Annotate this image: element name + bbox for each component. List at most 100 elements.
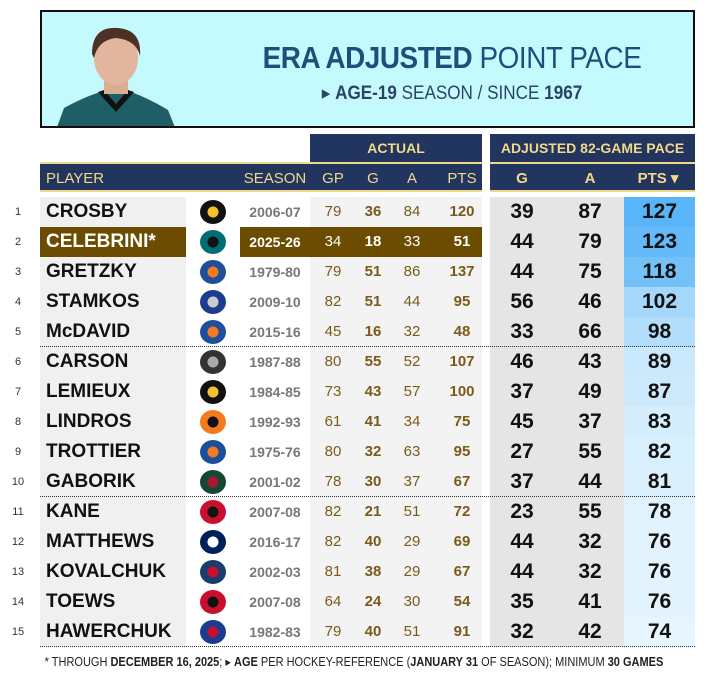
player-name[interactable]: McDAVID <box>40 317 186 347</box>
points: 95 <box>453 293 471 310</box>
adjusted-stats-cell <box>490 437 624 467</box>
actual-stats-cell <box>310 557 482 587</box>
player-name[interactable]: GABORIK <box>40 467 186 497</box>
player-name[interactable]: HAWERCHUK <box>40 617 186 647</box>
goals: 24 <box>364 593 382 610</box>
col-g[interactable]: G <box>367 170 379 187</box>
adjusted-stats-cell <box>490 197 624 227</box>
player-name[interactable]: CELEBRINI* <box>40 227 186 257</box>
rank: 7 <box>14 386 22 398</box>
gp: 34 <box>324 233 342 250</box>
adj-assists: 37 <box>578 410 602 433</box>
col-adj-a[interactable]: A <box>584 170 596 187</box>
gp: 79 <box>324 263 342 280</box>
team-logo-sharks-icon <box>186 227 240 257</box>
season: 1975-76 <box>249 444 301 460</box>
page-title: ERA ADJUSTED POINT PACE <box>262 40 642 75</box>
col-adj-pts-sorted[interactable]: PTS ▾ <box>637 170 679 187</box>
player-name[interactable]: KOVALCHUK <box>40 557 186 587</box>
col-pts[interactable]: PTS <box>447 170 477 187</box>
assists: 84 <box>403 203 421 220</box>
goals: 51 <box>364 263 382 280</box>
adjusted-stats-cell <box>490 557 624 587</box>
actual-stats-cell <box>310 377 482 407</box>
actual-stats-cell <box>310 497 482 527</box>
points: 120 <box>449 203 475 220</box>
col-season[interactable]: SEASON <box>243 170 307 187</box>
points: 75 <box>453 413 471 430</box>
adj-points: 89 <box>624 347 695 377</box>
col-adj-g[interactable]: G <box>516 170 528 187</box>
adj-points: 78 <box>624 497 695 527</box>
player-name[interactable]: LEMIEUX <box>40 377 186 407</box>
rank: 3 <box>14 266 22 278</box>
points: 67 <box>453 563 471 580</box>
player-name[interactable]: CARSON <box>40 347 186 377</box>
player-name[interactable]: LINDROS <box>40 407 186 437</box>
player-name[interactable]: STAMKOS <box>40 287 186 317</box>
team-logo-penguins-icon <box>186 377 240 407</box>
col-player[interactable]: PLAYER <box>46 170 105 187</box>
actual-stats-cell <box>310 437 482 467</box>
goals: 43 <box>364 383 382 400</box>
goals: 41 <box>364 413 382 430</box>
gp: 80 <box>324 443 342 460</box>
assists: 32 <box>403 323 421 340</box>
team-logo-maple-leafs-icon <box>186 527 240 557</box>
goals: 16 <box>364 323 382 340</box>
table-row: 14 TOEWS 2007-08 64 24 30 54 35 41 76 <box>0 587 708 617</box>
adjusted-stats-cell <box>490 227 624 257</box>
team-logo-blackhawks-icon <box>186 587 240 617</box>
actual-stats-cell <box>310 347 482 377</box>
divider <box>40 646 695 647</box>
team-logo-kings-icon <box>186 347 240 377</box>
assists: 86 <box>403 263 421 280</box>
team-logo-islanders-icon <box>186 437 240 467</box>
points: 67 <box>453 473 471 490</box>
column-header-adjusted: G A PTS ▾ <box>490 162 695 192</box>
player-name[interactable]: TOEWS <box>40 587 186 617</box>
adjusted-stats-cell <box>490 497 624 527</box>
season: 1982-83 <box>249 624 301 640</box>
gp: 78 <box>324 473 342 490</box>
player-name[interactable]: GRETZKY <box>40 257 186 287</box>
points: 137 <box>449 263 475 280</box>
table-row: 13 KOVALCHUK 2002-03 81 38 29 67 44 32 7… <box>0 557 708 587</box>
divider <box>40 496 695 497</box>
gp: 45 <box>324 323 342 340</box>
divider <box>40 346 695 347</box>
adj-points: 76 <box>624 557 695 587</box>
actual-stats-cell <box>310 317 482 347</box>
player-name[interactable]: CROSBY <box>40 197 186 227</box>
goals: 40 <box>364 623 382 640</box>
team-logo-thrashers-icon <box>186 557 240 587</box>
rank: 2 <box>14 236 22 248</box>
group-header-actual: ACTUAL <box>310 134 482 162</box>
adj-goals: 32 <box>510 620 534 643</box>
player-name[interactable]: MATTHEWS <box>40 527 186 557</box>
adj-goals: 35 <box>510 590 534 613</box>
season: 1979-80 <box>249 264 301 280</box>
adjusted-stats-cell <box>490 257 624 287</box>
adj-goals: 45 <box>510 410 534 433</box>
season: 2016-17 <box>249 534 301 550</box>
adj-assists: 55 <box>578 440 602 463</box>
team-logo-blackhawks-icon <box>186 497 240 527</box>
adj-points: 98 <box>624 317 695 347</box>
rank: 6 <box>14 356 22 368</box>
adj-goals: 44 <box>510 260 534 283</box>
adj-points: 127 <box>624 197 695 227</box>
col-a[interactable]: A <box>406 170 417 187</box>
gp: 79 <box>324 623 342 640</box>
adj-assists: 46 <box>578 290 602 313</box>
goals: 38 <box>364 563 382 580</box>
assists: 57 <box>403 383 421 400</box>
col-gp[interactable]: GP <box>322 170 344 187</box>
player-name[interactable]: KANE <box>40 497 186 527</box>
column-header-actual: PLAYER SEASON GP G A PTS <box>40 162 482 192</box>
adj-assists: 55 <box>578 500 602 523</box>
player-name[interactable]: TROTTIER <box>40 437 186 467</box>
adj-assists: 41 <box>578 590 602 613</box>
rank: 8 <box>14 416 22 428</box>
adj-goals: 56 <box>510 290 534 313</box>
